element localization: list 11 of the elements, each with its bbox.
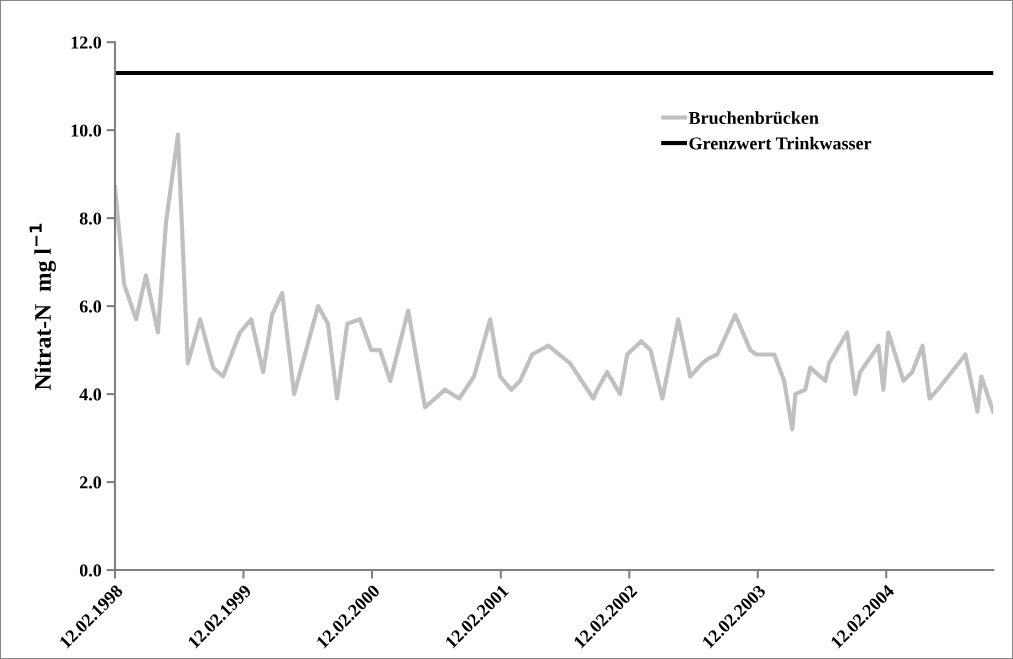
line-series bbox=[114, 132, 994, 432]
y-tick-label: 10.0 bbox=[71, 124, 102, 137]
y-axis-title: Nitrat-N mg l$^{−1}$ bbox=[29, 223, 56, 390]
y-tick-label: 6.0 bbox=[79, 300, 102, 313]
legend-label: Bruchenbrücken bbox=[688, 111, 819, 125]
legend-label: Grenzwert Trinkwasser bbox=[689, 136, 872, 150]
y-tick-label: 12.0 bbox=[71, 36, 102, 49]
y-tick-label: 8.0 bbox=[79, 212, 102, 225]
y-tick-label: 0.0 bbox=[79, 564, 102, 577]
y-tick-label: 4.0 bbox=[79, 388, 102, 401]
y-tick-label: 2.0 bbox=[79, 476, 102, 489]
